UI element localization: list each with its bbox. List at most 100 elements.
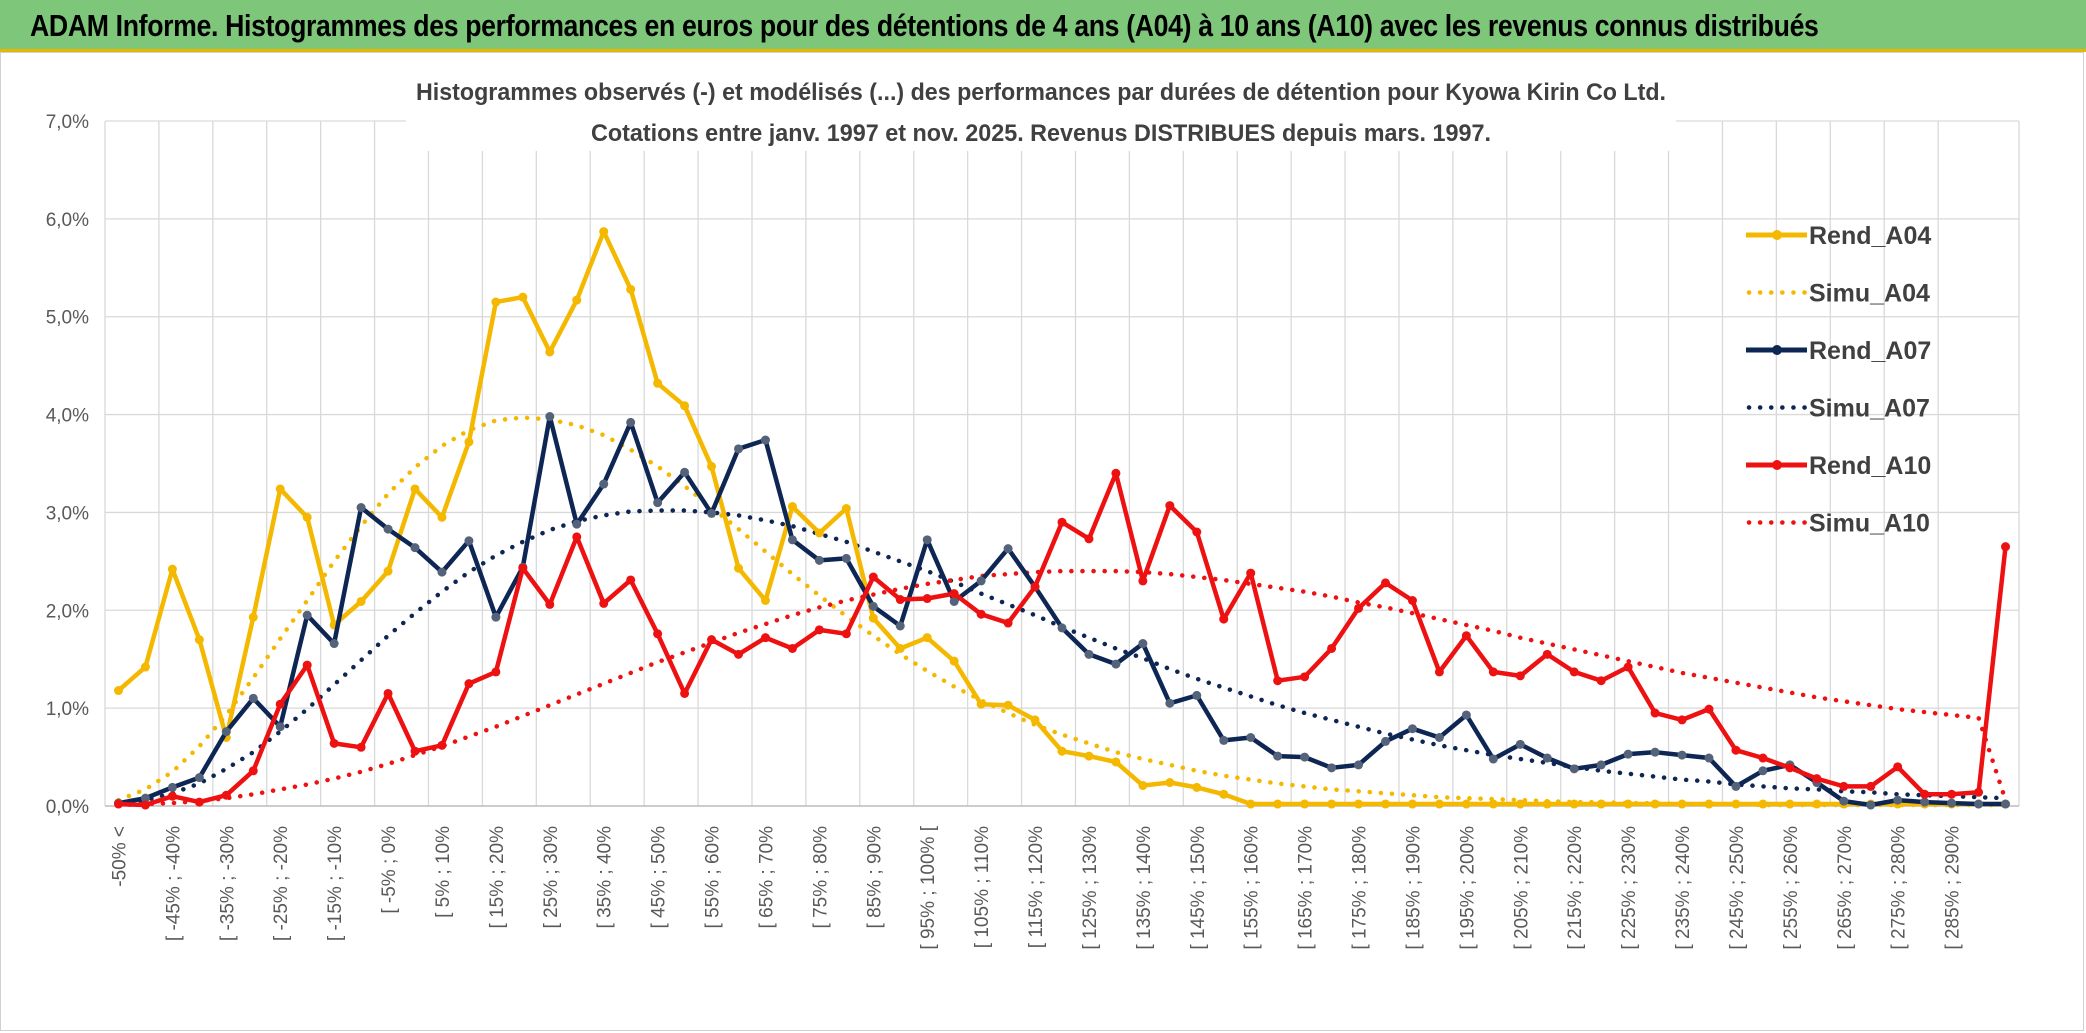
data-point-Rend_A04 [1084, 751, 1094, 761]
x-tick-label: [ 55% ; 60% [703, 826, 724, 929]
data-point-Rend_A04 [949, 656, 959, 666]
x-tick-label: [ 25% ; 30% [541, 826, 562, 929]
data-point-Rend_A10 [787, 643, 797, 653]
legend-item-Simu_A04: Simu_A04 [1746, 280, 1930, 308]
data-point-Rend_A10 [1461, 631, 1471, 641]
data-point-Rend_A07 [1974, 799, 1984, 809]
data-point-Rend_A04 [1192, 782, 1202, 792]
x-tick-label: -50% < [109, 826, 130, 887]
x-tick-label: [ 65% ; 70% [756, 826, 777, 929]
data-point-Rend_A10 [275, 699, 285, 709]
y-tick-label: 5,0% [46, 308, 89, 329]
data-point-Rend_A04 [1785, 799, 1795, 809]
data-point-Rend_A07 [1623, 749, 1633, 759]
data-point-Rend_A10 [194, 797, 204, 807]
data-point-Rend_A10 [680, 688, 690, 698]
data-point-Rend_A10 [1596, 676, 1606, 686]
data-point-Rend_A07 [1380, 736, 1390, 746]
data-point-Rend_A07 [1704, 753, 1714, 763]
data-point-Rend_A07 [707, 508, 717, 518]
data-point-Rend_A04 [1111, 757, 1121, 767]
data-point-Rend_A10 [841, 629, 851, 639]
data-point-Rend_A07 [1354, 760, 1364, 770]
legend-item-Simu_A10: Simu_A10 [1746, 510, 1930, 538]
data-point-Rend_A07 [1246, 733, 1256, 742]
legend-label: Rend_A04 [1809, 222, 1931, 250]
x-tick-label: [ 245% ; 250% [1727, 826, 1748, 950]
data-point-Rend_A10 [1192, 527, 1202, 537]
data-point-Rend_A07 [1758, 766, 1768, 776]
data-point-Rend_A07 [1731, 781, 1741, 791]
data-point-Rend_A04 [1596, 799, 1606, 809]
data-point-Rend_A04 [194, 635, 204, 645]
data-point-Rend_A04 [1704, 799, 1714, 809]
data-point-Rend_A10 [1165, 501, 1175, 511]
data-point-Rend_A04 [787, 502, 797, 512]
data-point-Rend_A10 [140, 800, 150, 810]
data-point-Rend_A04 [1380, 799, 1390, 809]
data-point-Rend_A04 [1407, 799, 1417, 809]
data-point-Rend_A07 [1084, 649, 1094, 659]
data-point-Rend_A10 [1974, 787, 1984, 797]
data-point-Rend_A07 [302, 610, 312, 620]
x-tick-label: [ 195% ; 200% [1457, 826, 1478, 950]
data-point-Rend_A10 [221, 790, 231, 800]
y-tick-label: 6,0% [46, 210, 89, 231]
data-point-Rend_A04 [572, 295, 582, 305]
data-point-Rend_A10 [1488, 667, 1498, 677]
data-point-Rend_A07 [167, 782, 177, 792]
data-point-Rend_A04 [1731, 799, 1741, 809]
data-point-Rend_A10 [1030, 582, 1040, 592]
data-point-Rend_A10 [895, 595, 905, 605]
data-point-Rend_A04 [1354, 799, 1364, 809]
data-point-Rend_A04 [1327, 799, 1337, 809]
x-tick-label: [ 285% ; 290% [1943, 826, 1964, 950]
data-point-Rend_A07 [1192, 690, 1202, 700]
data-point-Rend_A10 [1407, 596, 1417, 605]
data-point-Rend_A10 [1785, 763, 1795, 773]
data-point-Rend_A10 [760, 633, 770, 643]
data-point-Rend_A07 [760, 435, 770, 445]
data-point-Rend_A10 [814, 625, 824, 635]
x-tick-label: [ 105% ; 110% [972, 826, 993, 948]
data-point-Rend_A07 [1003, 544, 1013, 554]
data-point-Rend_A07 [1165, 698, 1175, 708]
data-point-Rend_A07 [1569, 764, 1579, 774]
data-point-Rend_A07 [922, 535, 932, 545]
data-point-Rend_A10 [491, 667, 501, 677]
data-point-Rend_A04 [1623, 799, 1633, 809]
y-tick-label: 1,0% [46, 699, 89, 720]
x-tick-label: [ 85% ; 90% [864, 826, 885, 929]
data-point-Rend_A10 [1677, 715, 1687, 725]
x-tick-label: [ 235% ; 240% [1673, 826, 1694, 950]
legend-label: Simu_A10 [1809, 510, 1930, 538]
data-point-Rend_A10 [1138, 576, 1148, 586]
x-tick-label: [ 175% ; 180% [1350, 826, 1371, 950]
data-point-Rend_A07 [1650, 747, 1660, 757]
data-point-Rend_A10 [1704, 704, 1714, 714]
data-point-Rend_A07 [572, 519, 582, 529]
data-point-Rend_A04 [113, 686, 123, 696]
data-point-Rend_A07 [1138, 639, 1148, 649]
x-tick-label: [ -15% ; -10% [325, 826, 346, 941]
data-point-Rend_A10 [734, 649, 744, 659]
data-point-Rend_A10 [1542, 649, 1552, 659]
data-point-Rend_A07 [410, 543, 420, 553]
data-point-Rend_A04 [302, 512, 312, 522]
data-point-Rend_A04 [491, 297, 501, 307]
data-point-Rend_A04 [1569, 799, 1579, 809]
data-point-Rend_A10 [626, 575, 636, 585]
data-point-Rend_A04 [1219, 789, 1229, 799]
data-point-Rend_A10 [1731, 745, 1741, 755]
x-tick-label: [ 185% ; 190% [1403, 826, 1424, 950]
data-point-Rend_A07 [626, 417, 636, 427]
x-tick-label: [ 165% ; 170% [1296, 826, 1317, 950]
data-point-Rend_A04 [922, 633, 932, 643]
x-tick-label: [ 155% ; 160% [1242, 826, 1263, 950]
data-point-Rend_A04 [518, 292, 528, 302]
data-point-Rend_A07 [464, 536, 474, 546]
data-point-Rend_A10 [1273, 676, 1283, 686]
legend-item-Rend_A04: Rend_A04 [1746, 222, 1931, 250]
data-point-Rend_A04 [464, 437, 474, 447]
data-point-Rend_A07 [437, 567, 447, 577]
